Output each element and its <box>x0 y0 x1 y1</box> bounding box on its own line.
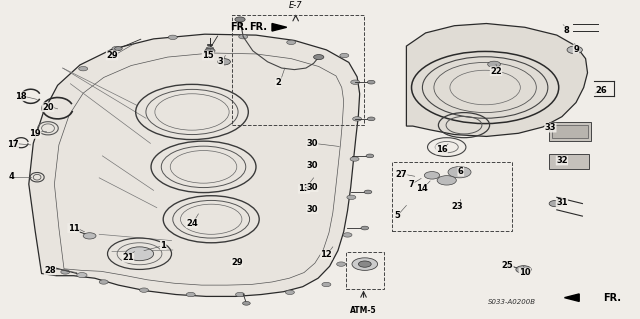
Text: 16: 16 <box>436 145 447 154</box>
Circle shape <box>358 261 371 267</box>
Circle shape <box>343 233 352 237</box>
Bar <box>232 15 364 124</box>
Text: 15: 15 <box>202 51 214 60</box>
Text: 26: 26 <box>596 85 607 94</box>
Circle shape <box>322 282 331 287</box>
Polygon shape <box>406 24 588 137</box>
Circle shape <box>488 61 500 67</box>
Bar <box>549 122 591 141</box>
Circle shape <box>218 59 230 65</box>
Circle shape <box>243 301 250 305</box>
Text: 30: 30 <box>307 205 318 214</box>
Circle shape <box>367 117 375 121</box>
Text: 7: 7 <box>409 180 414 189</box>
Circle shape <box>206 47 214 50</box>
Text: 1: 1 <box>160 241 166 250</box>
Text: 5: 5 <box>394 211 400 220</box>
Polygon shape <box>272 24 287 31</box>
Circle shape <box>99 280 108 284</box>
Text: 31: 31 <box>556 198 568 207</box>
Circle shape <box>367 80 375 84</box>
Text: 6: 6 <box>458 167 464 176</box>
Text: 33: 33 <box>545 123 556 132</box>
Circle shape <box>340 53 349 58</box>
Text: 30: 30 <box>307 161 318 170</box>
Circle shape <box>115 47 122 50</box>
Circle shape <box>125 247 154 261</box>
Text: 18: 18 <box>15 92 26 101</box>
Text: 30: 30 <box>307 139 318 148</box>
Text: 14: 14 <box>417 184 428 193</box>
Text: 29: 29 <box>231 258 243 267</box>
Circle shape <box>350 157 359 161</box>
Circle shape <box>567 46 582 54</box>
Text: 28: 28 <box>44 266 56 275</box>
Circle shape <box>168 35 177 40</box>
Circle shape <box>235 17 245 22</box>
Bar <box>549 154 589 169</box>
Circle shape <box>112 46 121 51</box>
Text: 3: 3 <box>218 57 223 66</box>
Circle shape <box>549 200 562 207</box>
Circle shape <box>437 176 456 185</box>
Text: FR.: FR. <box>230 22 248 32</box>
Polygon shape <box>564 294 579 301</box>
Circle shape <box>83 233 96 239</box>
Text: 19: 19 <box>29 130 41 138</box>
Text: 23: 23 <box>452 202 463 211</box>
Text: 9: 9 <box>573 45 579 54</box>
Circle shape <box>347 195 356 199</box>
Text: 11: 11 <box>68 224 79 233</box>
Text: S033-A0200B: S033-A0200B <box>488 299 536 305</box>
Circle shape <box>337 262 346 266</box>
Text: 10: 10 <box>519 268 531 277</box>
Text: 30: 30 <box>307 183 318 192</box>
Bar <box>346 252 384 289</box>
Circle shape <box>314 55 324 60</box>
Text: 29: 29 <box>106 51 118 60</box>
Circle shape <box>364 190 372 194</box>
Circle shape <box>61 270 70 274</box>
Text: 4: 4 <box>8 172 15 181</box>
Circle shape <box>352 258 378 271</box>
Circle shape <box>351 80 360 84</box>
Text: 22: 22 <box>490 67 502 76</box>
Circle shape <box>448 167 471 178</box>
Bar <box>392 162 512 231</box>
Circle shape <box>424 172 440 179</box>
Circle shape <box>236 292 244 297</box>
Text: 25: 25 <box>502 261 513 270</box>
Circle shape <box>140 288 148 292</box>
Circle shape <box>353 117 362 121</box>
Text: 21: 21 <box>122 253 134 262</box>
Circle shape <box>79 66 88 71</box>
Text: E-7: E-7 <box>289 1 303 10</box>
Circle shape <box>239 34 248 39</box>
Circle shape <box>287 40 296 45</box>
Circle shape <box>516 266 531 273</box>
Text: 17: 17 <box>7 140 19 149</box>
Text: ATM-5: ATM-5 <box>350 306 377 315</box>
Circle shape <box>205 48 215 53</box>
Circle shape <box>186 292 195 297</box>
Circle shape <box>77 272 87 278</box>
Text: 24: 24 <box>186 219 198 228</box>
Circle shape <box>366 154 374 158</box>
Text: 27: 27 <box>396 170 407 179</box>
Circle shape <box>285 290 294 294</box>
Bar <box>552 124 588 138</box>
Text: 2: 2 <box>275 78 282 87</box>
Polygon shape <box>29 34 360 296</box>
Text: 8: 8 <box>564 26 569 35</box>
Text: FR.: FR. <box>250 22 268 32</box>
Text: 20: 20 <box>42 103 54 112</box>
Text: 13: 13 <box>298 184 310 193</box>
Text: 12: 12 <box>321 250 332 259</box>
Text: FR.: FR. <box>603 293 621 303</box>
Circle shape <box>361 226 369 230</box>
Text: 32: 32 <box>556 156 568 165</box>
